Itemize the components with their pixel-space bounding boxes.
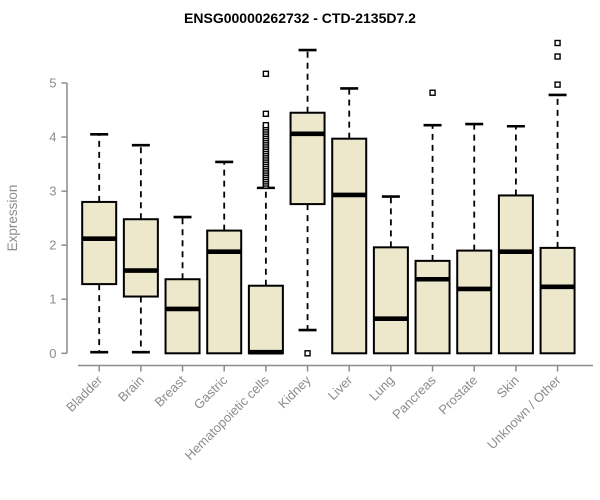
box [456, 249, 493, 355]
outlier-point [262, 121, 270, 129]
box [206, 229, 243, 355]
outlier-point [554, 39, 561, 47]
x-tick-label: Gastric [191, 372, 231, 412]
box [289, 111, 326, 206]
outlier-point [304, 350, 311, 357]
chart-title: ENSG00000262732 - CTD-2135D7.2 [184, 10, 416, 26]
x-tick-label: Lung [366, 373, 397, 404]
box [122, 218, 159, 298]
box [497, 194, 534, 355]
box [372, 246, 409, 355]
box [164, 278, 201, 355]
outlier-point [554, 81, 561, 88]
y-tick-label: 4 [49, 130, 56, 145]
outlier-point [429, 89, 436, 96]
x-tick-label: Bladder [63, 372, 106, 415]
y-axis-title: Expression [5, 185, 20, 252]
y-tick-label: 0 [49, 346, 56, 361]
y-tick-label: 3 [49, 184, 56, 199]
box [331, 137, 368, 355]
x-tick-label: Breast [151, 372, 188, 409]
outlier-point [554, 53, 561, 60]
box [247, 284, 284, 355]
x-tick-label: Liver [325, 372, 356, 403]
x-tick-label: Kidney [275, 372, 314, 411]
x-tick-label: Pancreas [389, 372, 439, 422]
x-tick-label: Skin [494, 373, 522, 401]
outlier-point [262, 110, 270, 118]
y-tick-label: 2 [49, 238, 56, 253]
box [81, 200, 118, 286]
y-tick-label: 1 [49, 292, 56, 307]
x-tick-label: Prostate [436, 373, 481, 418]
y-tick-label: 5 [49, 76, 56, 91]
x-tick-label: Unknown / Other [484, 372, 564, 452]
outlier-point [262, 70, 270, 78]
x-tick-label: Brain [115, 373, 147, 405]
box [414, 259, 451, 355]
box [539, 246, 576, 355]
